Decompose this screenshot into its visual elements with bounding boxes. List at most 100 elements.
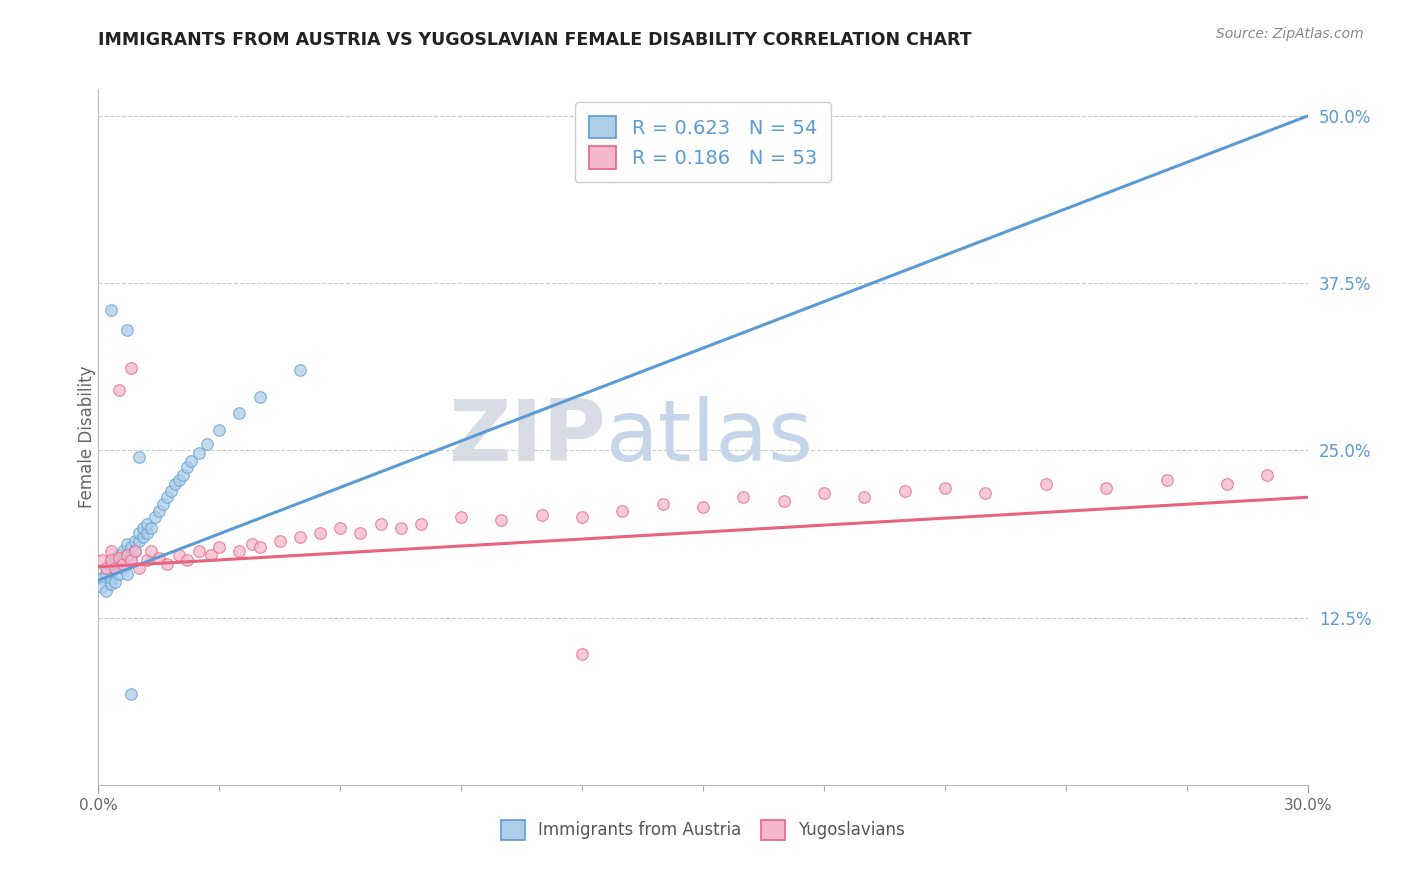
Point <box>115 323 138 337</box>
Point <box>813 486 835 500</box>
Point <box>103 561 125 575</box>
Point <box>349 526 371 541</box>
Point <box>111 561 134 575</box>
Legend: Immigrants from Austria, Yugoslavians: Immigrants from Austria, Yugoslavians <box>495 814 911 847</box>
Point <box>91 553 114 567</box>
Point <box>100 564 122 578</box>
Point <box>115 548 138 562</box>
Point <box>120 548 142 562</box>
Point <box>180 454 202 468</box>
Point <box>91 580 114 594</box>
Point <box>107 548 129 562</box>
Point <box>974 486 997 500</box>
Point <box>450 510 472 524</box>
Point <box>1256 467 1278 482</box>
Text: Source: ZipAtlas.com: Source: ZipAtlas.com <box>1216 27 1364 41</box>
Point <box>152 497 174 511</box>
Point <box>132 521 155 535</box>
Point <box>96 584 118 599</box>
Point <box>288 363 311 377</box>
Point <box>111 557 134 572</box>
Point <box>128 450 150 464</box>
Point <box>100 303 122 318</box>
Point <box>571 647 593 661</box>
Point <box>96 561 118 575</box>
Point <box>100 577 122 591</box>
Point <box>208 540 231 554</box>
Point <box>103 557 125 572</box>
Point <box>107 557 129 572</box>
Point <box>288 530 311 544</box>
Point <box>167 548 190 562</box>
Point <box>1156 473 1178 487</box>
Point <box>120 360 142 375</box>
Point <box>409 516 432 531</box>
Point <box>135 526 157 541</box>
Point <box>772 494 794 508</box>
Point <box>139 544 162 558</box>
Text: ZIP: ZIP <box>449 395 606 479</box>
Point <box>111 553 134 567</box>
Point <box>1216 476 1239 491</box>
Point <box>156 490 179 504</box>
Point <box>269 534 291 549</box>
Point <box>195 436 218 450</box>
Point <box>491 513 513 527</box>
Point <box>370 516 392 531</box>
Point <box>100 544 122 558</box>
Point <box>107 566 129 581</box>
Point <box>120 553 142 567</box>
Point <box>853 490 876 504</box>
Point <box>1095 481 1118 495</box>
Point <box>167 473 190 487</box>
Text: atlas: atlas <box>606 395 814 479</box>
Point <box>115 557 138 572</box>
Point <box>571 510 593 524</box>
Point <box>651 497 673 511</box>
Point <box>228 406 250 420</box>
Point <box>124 534 146 549</box>
Point <box>135 553 157 567</box>
Point <box>115 566 138 581</box>
Point <box>115 548 138 562</box>
Point <box>111 544 134 558</box>
Point <box>249 540 271 554</box>
Y-axis label: Female Disability: Female Disability <box>79 366 96 508</box>
Point <box>1035 476 1057 491</box>
Point <box>120 553 142 567</box>
Point <box>208 424 231 438</box>
Point <box>733 490 755 504</box>
Point <box>132 530 155 544</box>
Point <box>329 521 352 535</box>
Point <box>389 521 412 535</box>
Text: IMMIGRANTS FROM AUSTRIA VS YUGOSLAVIAN FEMALE DISABILITY CORRELATION CHART: IMMIGRANTS FROM AUSTRIA VS YUGOSLAVIAN F… <box>98 31 972 49</box>
Point <box>172 467 194 482</box>
Point <box>530 508 553 522</box>
Point <box>934 481 956 495</box>
Point <box>128 561 150 575</box>
Point <box>128 534 150 549</box>
Point <box>200 548 222 562</box>
Point <box>692 500 714 514</box>
Point <box>103 574 125 589</box>
Point <box>156 557 179 572</box>
Point <box>103 550 125 565</box>
Point <box>100 557 122 572</box>
Point <box>120 687 142 701</box>
Point <box>120 540 142 554</box>
Point <box>148 503 170 517</box>
Point <box>160 483 183 498</box>
Point <box>124 544 146 558</box>
Point <box>107 550 129 565</box>
Point <box>249 390 271 404</box>
Point <box>188 544 211 558</box>
Point <box>188 446 211 460</box>
Point <box>115 537 138 551</box>
Point <box>100 571 122 585</box>
Point <box>612 503 634 517</box>
Point <box>228 544 250 558</box>
Point <box>91 571 114 585</box>
Point <box>135 516 157 531</box>
Point <box>176 553 198 567</box>
Point <box>96 561 118 575</box>
